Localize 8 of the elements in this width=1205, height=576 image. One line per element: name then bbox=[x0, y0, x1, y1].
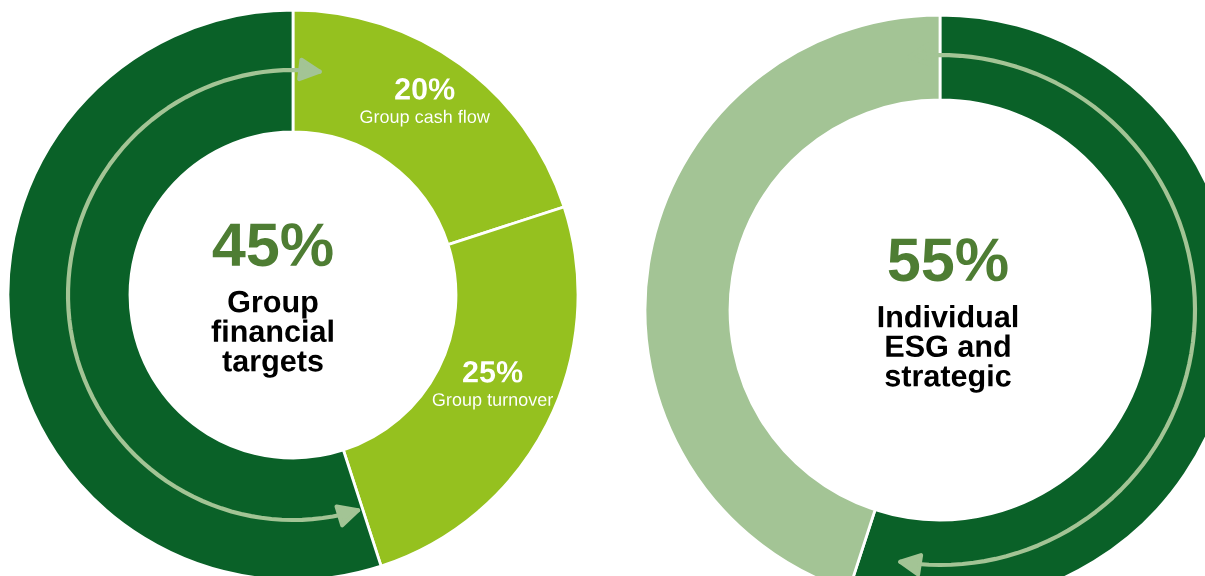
data-label: 25% bbox=[463, 361, 523, 383]
text: 55% bbox=[888, 238, 1008, 282]
text: 45% bbox=[212, 223, 333, 267]
slice-label: Group cash flow bbox=[360, 109, 490, 127]
text: Individual ESG and strategic bbox=[878, 305, 1018, 393]
text: Group financial targets bbox=[211, 290, 333, 378]
data-label: 20% bbox=[395, 78, 455, 100]
slice-label: Group turnover bbox=[432, 393, 554, 410]
